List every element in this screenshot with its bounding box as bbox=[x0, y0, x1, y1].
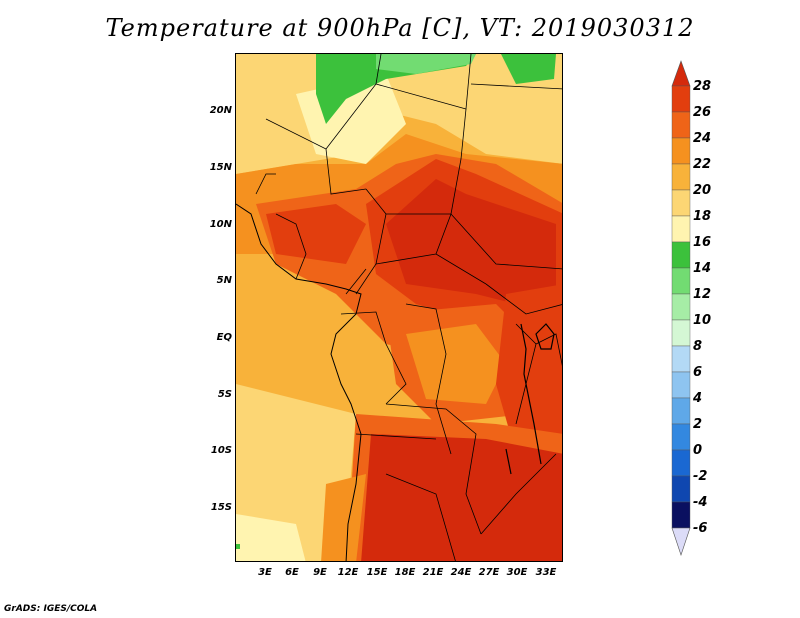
lat-label-eq: EQ bbox=[216, 332, 232, 343]
lon-label-9e: 9E bbox=[313, 567, 327, 578]
colorbar-bottom-arrow bbox=[671, 527, 691, 556]
colorbar-label-26: 26 bbox=[693, 105, 712, 120]
temperature-field bbox=[236, 54, 562, 561]
colorbar-label-m2: -2 bbox=[693, 469, 708, 484]
colorbar-band-2 bbox=[671, 397, 691, 425]
zone-southern-hottest bbox=[361, 434, 562, 561]
lat-label-15s: 15S bbox=[210, 502, 232, 513]
zone-hottest-interior bbox=[386, 179, 556, 314]
zone-congo-core bbox=[406, 324, 506, 404]
colorbar-label-m6: -6 bbox=[693, 521, 708, 536]
lon-label-27e: 27E bbox=[478, 567, 500, 578]
lat-label-10s: 10S bbox=[210, 445, 232, 456]
lon-label-33e: 33E bbox=[535, 567, 557, 578]
colorbar-label-22: 22 bbox=[693, 157, 712, 172]
colorbar-band-22 bbox=[671, 137, 691, 165]
colorbar-band-12 bbox=[671, 267, 691, 295]
colorbar-band-26 bbox=[671, 85, 691, 113]
colorbar-label-4: 4 bbox=[693, 391, 703, 406]
colorbar-label-8: 8 bbox=[693, 339, 703, 354]
colorbar-band-16 bbox=[671, 215, 691, 243]
lon-label-6e: 6E bbox=[285, 567, 299, 578]
lat-label-5s: 5S bbox=[217, 389, 232, 400]
zone-green-light bbox=[376, 54, 476, 74]
colorbar-band-20 bbox=[671, 163, 691, 191]
colorbar-label-16: 16 bbox=[693, 235, 712, 250]
lat-label-5n: 5N bbox=[216, 275, 232, 286]
colorbar-label-10: 10 bbox=[693, 313, 712, 328]
zone-west-africa bbox=[266, 204, 366, 264]
colorbar-band-6 bbox=[671, 345, 691, 373]
colorbar-band-m2 bbox=[671, 449, 691, 477]
lon-label-18e: 18E bbox=[394, 567, 416, 578]
colorbar bbox=[671, 60, 691, 556]
zone-green-east bbox=[501, 54, 556, 84]
zone-east-africa bbox=[496, 284, 562, 474]
colorbar-label-2: 2 bbox=[693, 417, 703, 432]
colorbar-label-28: 28 bbox=[693, 79, 712, 94]
colorbar-band-18 bbox=[671, 189, 691, 217]
country-borders bbox=[255, 54, 562, 561]
zone-green-north bbox=[316, 54, 476, 124]
coastline bbox=[236, 203, 362, 561]
green-dot bbox=[236, 544, 240, 549]
colorbar-band-14 bbox=[671, 241, 691, 269]
lat-label-20n: 20N bbox=[209, 105, 232, 116]
colorbar-label-24: 24 bbox=[693, 131, 712, 146]
lon-label-12e: 12E bbox=[337, 567, 359, 578]
lon-label-3e: 3E bbox=[258, 567, 272, 578]
colorbar-label-m4: -4 bbox=[693, 495, 708, 510]
colorbar-label-18: 18 bbox=[693, 209, 712, 224]
zone-southern-edge bbox=[321, 474, 366, 561]
lon-label-30e: 30E bbox=[506, 567, 528, 578]
lakes bbox=[505, 323, 555, 475]
chart-title: Temperature at 900hPa [C], VT: 201903031… bbox=[105, 14, 695, 42]
lon-label-21e: 21E bbox=[422, 567, 444, 578]
colorbar-label-12: 12 bbox=[693, 287, 712, 302]
temperature-map bbox=[235, 53, 563, 562]
zone-atlantic-southwest bbox=[236, 514, 306, 561]
colorbar-band-0 bbox=[671, 423, 691, 451]
colorbar-top-arrow bbox=[671, 60, 691, 87]
lat-label-15n: 15N bbox=[209, 162, 232, 173]
colorbar-label-14: 14 bbox=[693, 261, 712, 276]
lat-label-10n: 10N bbox=[209, 219, 232, 230]
colorbar-band-m4 bbox=[671, 475, 691, 503]
lon-label-24e: 24E bbox=[450, 567, 472, 578]
colorbar-band-4 bbox=[671, 371, 691, 399]
colorbar-band-8 bbox=[671, 319, 691, 347]
colorbar-band-24 bbox=[671, 111, 691, 139]
colorbar-band-m6 bbox=[671, 501, 691, 529]
lon-label-15e: 15E bbox=[366, 567, 388, 578]
colorbar-band-10 bbox=[671, 293, 691, 321]
colorbar-label-6: 6 bbox=[693, 365, 703, 380]
colorbar-label-20: 20 bbox=[693, 183, 712, 198]
colorbar-label-0: 0 bbox=[693, 443, 703, 458]
footer-credit: GrADS: IGES/COLA bbox=[4, 604, 98, 614]
